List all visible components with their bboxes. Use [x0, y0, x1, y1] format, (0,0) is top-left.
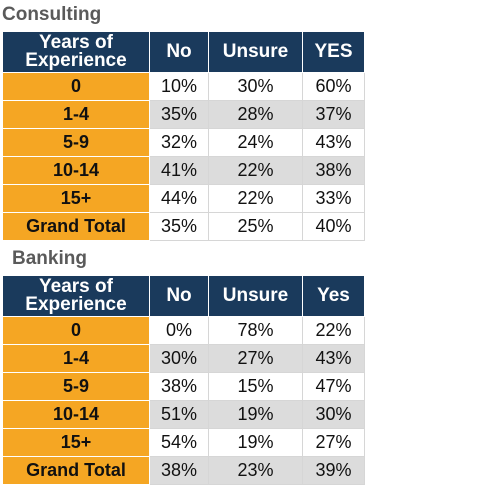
consulting-table: Years of Experience No Unsure YES 0 10% …	[2, 31, 365, 241]
cell-no: 32%	[149, 128, 209, 157]
table-row: 15+ 54% 19% 27%	[2, 428, 365, 457]
cell-no: 35%	[149, 100, 209, 129]
header-years-of-experience: Years of Experience	[2, 31, 150, 73]
cell-yes: 40%	[302, 212, 365, 241]
row-label: 10-14	[2, 400, 150, 429]
cell-unsure: 15%	[208, 372, 303, 401]
grand-total-row: Grand Total 35% 25% 40%	[2, 212, 365, 241]
cell-no: 38%	[149, 456, 209, 485]
table-row: 0 10% 30% 60%	[2, 72, 365, 101]
header-no: No	[149, 31, 209, 73]
cell-yes: 60%	[302, 72, 365, 101]
cell-unsure: 24%	[208, 128, 303, 157]
table-row: 1-4 35% 28% 37%	[2, 100, 365, 129]
banking-title: Banking	[12, 248, 87, 269]
cell-yes: 38%	[302, 156, 365, 185]
row-label: 1-4	[2, 344, 150, 373]
row-label: 10-14	[2, 156, 150, 185]
cell-unsure: 25%	[208, 212, 303, 241]
row-label: Grand Total	[2, 212, 150, 241]
row-label: 0	[2, 72, 150, 101]
header-no: No	[149, 275, 209, 317]
table-row: 1-4 30% 27% 43%	[2, 344, 365, 373]
cell-no: 30%	[149, 344, 209, 373]
cell-no: 41%	[149, 156, 209, 185]
cell-no: 35%	[149, 212, 209, 241]
header-unsure: Unsure	[208, 31, 303, 73]
row-label: 5-9	[2, 372, 150, 401]
cell-yes: 27%	[302, 428, 365, 457]
cell-yes: 43%	[302, 128, 365, 157]
table-row: 5-9 32% 24% 43%	[2, 128, 365, 157]
header-row: Years of Experience No Unsure YES	[2, 31, 365, 73]
row-label: Grand Total	[2, 456, 150, 485]
cell-no: 51%	[149, 400, 209, 429]
row-label: 1-4	[2, 100, 150, 129]
banking-table: Years of Experience No Unsure Yes 0 0% 7…	[2, 275, 365, 485]
header-unsure: Unsure	[208, 275, 303, 317]
cell-no: 10%	[149, 72, 209, 101]
cell-no: 54%	[149, 428, 209, 457]
cell-yes: 47%	[302, 372, 365, 401]
cell-unsure: 30%	[208, 72, 303, 101]
cell-no: 0%	[149, 316, 209, 345]
cell-yes: 39%	[302, 456, 365, 485]
consulting-title: Consulting	[2, 4, 102, 25]
cell-unsure: 78%	[208, 316, 303, 345]
table-row: 5-9 38% 15% 47%	[2, 372, 365, 401]
row-label: 15+	[2, 428, 150, 457]
cell-unsure: 27%	[208, 344, 303, 373]
header-yes: Yes	[302, 275, 365, 317]
cell-yes: 43%	[302, 344, 365, 373]
cell-unsure: 23%	[208, 456, 303, 485]
row-label: 15+	[2, 184, 150, 213]
cell-no: 44%	[149, 184, 209, 213]
table-row: 10-14 41% 22% 38%	[2, 156, 365, 185]
header-years-of-experience: Years of Experience	[2, 275, 150, 317]
table-row: 10-14 51% 19% 30%	[2, 400, 365, 429]
table-row: 15+ 44% 22% 33%	[2, 184, 365, 213]
cell-unsure: 19%	[208, 428, 303, 457]
cell-no: 38%	[149, 372, 209, 401]
grand-total-row: Grand Total 38% 23% 39%	[2, 456, 365, 485]
row-label: 0	[2, 316, 150, 345]
cell-yes: 37%	[302, 100, 365, 129]
cell-unsure: 22%	[208, 184, 303, 213]
row-label: 5-9	[2, 128, 150, 157]
table-row: 0 0% 78% 22%	[2, 316, 365, 345]
cell-yes: 33%	[302, 184, 365, 213]
header-row: Years of Experience No Unsure Yes	[2, 275, 365, 317]
cell-unsure: 22%	[208, 156, 303, 185]
cell-unsure: 19%	[208, 400, 303, 429]
cell-yes: 22%	[302, 316, 365, 345]
cell-yes: 30%	[302, 400, 365, 429]
cell-unsure: 28%	[208, 100, 303, 129]
header-yes: YES	[302, 31, 365, 73]
